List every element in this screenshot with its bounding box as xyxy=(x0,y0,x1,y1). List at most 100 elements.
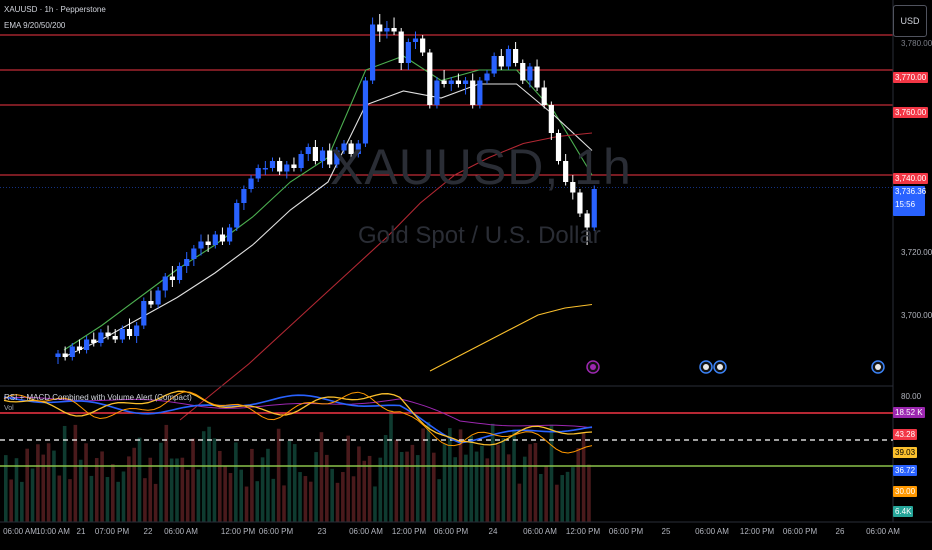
volume-bar xyxy=(469,435,474,522)
candle-body xyxy=(470,80,476,105)
symbol-title[interactable]: XAUUSD · 1h · Pepperstone xyxy=(4,5,106,14)
volume-bar xyxy=(581,433,586,522)
volume-bar xyxy=(383,435,388,522)
candle-body xyxy=(555,133,562,161)
volume-bar xyxy=(555,484,559,522)
volume-bar xyxy=(410,444,415,522)
currency-button[interactable]: USD xyxy=(893,5,927,37)
candle-body xyxy=(491,56,497,74)
indicator-title[interactable]: RSI + MACD Combined with Volume Alert (C… xyxy=(4,393,192,402)
candle-body xyxy=(148,301,154,305)
volume-bar xyxy=(36,444,40,522)
time-label: 12:00 PM xyxy=(391,527,427,536)
candle-body xyxy=(455,80,461,84)
volume-bar xyxy=(373,486,377,522)
volume-bar xyxy=(330,468,334,522)
candle-body xyxy=(134,325,140,336)
volume-bar xyxy=(528,444,532,522)
volume-bar xyxy=(9,479,13,522)
volume-bar xyxy=(394,439,399,522)
volume-bar xyxy=(522,456,527,522)
candle-body xyxy=(584,213,590,228)
volume-bar xyxy=(239,469,243,522)
time-label: 25 xyxy=(661,527,671,536)
volume-bar xyxy=(100,451,104,522)
volume-bar xyxy=(185,469,190,522)
candle-body xyxy=(420,38,426,53)
volume-bar xyxy=(116,481,120,522)
event-icon-dot-1 xyxy=(703,364,709,370)
volume-bar xyxy=(292,444,297,522)
volume-bar xyxy=(571,467,575,522)
candle-body xyxy=(98,332,104,343)
candle-body xyxy=(269,161,276,168)
candle-body xyxy=(377,24,383,32)
candle-body xyxy=(205,241,211,245)
volume-bar xyxy=(94,458,99,522)
volume-bar xyxy=(539,473,543,522)
volume-bar xyxy=(576,448,581,522)
rsi-ma-line xyxy=(3,390,593,446)
time-label: 12:00 PM xyxy=(739,527,775,536)
event-icons[interactable] xyxy=(586,360,885,374)
candle-body xyxy=(169,276,175,280)
time-label: 07:00 PM xyxy=(94,527,130,536)
time-label: 26 xyxy=(835,527,845,536)
candle-body xyxy=(577,192,583,214)
volume-label: Vol xyxy=(4,405,14,412)
candle-body xyxy=(162,276,168,291)
time-label: 06:00 PM xyxy=(608,527,644,536)
volume-bar xyxy=(271,478,276,522)
candle-body xyxy=(441,80,447,84)
indicator-lines xyxy=(0,390,893,467)
volume-bar xyxy=(442,443,447,522)
time-label: 10:00 AM xyxy=(36,527,70,536)
volume-ma-line xyxy=(3,396,593,429)
candle-body xyxy=(212,234,218,245)
volume-bar xyxy=(196,469,201,522)
ema-50-line xyxy=(179,132,593,421)
volume-bar xyxy=(46,443,51,522)
ema-legend[interactable]: EMA 9/20/50/200 xyxy=(4,21,66,30)
level-label-3760: 3,760.00 xyxy=(893,107,929,118)
volume-bar xyxy=(223,465,227,522)
volume-bar xyxy=(346,435,350,522)
volume-bar xyxy=(62,425,67,522)
volume-bar xyxy=(255,481,260,522)
volume-bar xyxy=(437,479,441,522)
volume-bar xyxy=(73,424,78,522)
volume-bar xyxy=(30,468,35,522)
bar-countdown: 15:56 xyxy=(895,200,916,209)
volume-bar xyxy=(506,454,511,522)
badge-signal: 30.00 xyxy=(893,486,918,497)
candle-body xyxy=(362,80,369,144)
candle-body xyxy=(198,241,204,249)
volume-bar xyxy=(485,458,490,522)
time-label: 06:00 PM xyxy=(782,527,818,536)
signal-line xyxy=(3,391,593,454)
candle-body xyxy=(462,80,469,84)
level-label-3770: 3,770.00 xyxy=(893,72,929,83)
event-icon-dot-0 xyxy=(590,364,596,370)
time-label: 06:00 AM xyxy=(523,527,557,536)
candle-body xyxy=(563,161,569,182)
volume-bar xyxy=(41,454,46,522)
volume-bar xyxy=(52,450,56,522)
volume-bar xyxy=(319,432,324,522)
volume-bar xyxy=(490,423,495,522)
candle-body xyxy=(62,353,68,357)
price-tick-3720: 3,720.00 xyxy=(901,248,932,257)
price-level-lines xyxy=(0,34,893,189)
candle-body xyxy=(505,49,512,67)
candle-body xyxy=(477,80,483,105)
volume-bar xyxy=(357,446,361,522)
volume-bar xyxy=(308,481,313,522)
volume-bar xyxy=(153,483,158,522)
volume-bar xyxy=(367,455,372,522)
indicator-tick-80: 80.00 xyxy=(901,392,922,401)
volume-bar xyxy=(169,458,174,522)
volume-bar xyxy=(453,457,457,522)
volume-bar xyxy=(111,464,115,522)
volume-bar xyxy=(496,444,500,522)
